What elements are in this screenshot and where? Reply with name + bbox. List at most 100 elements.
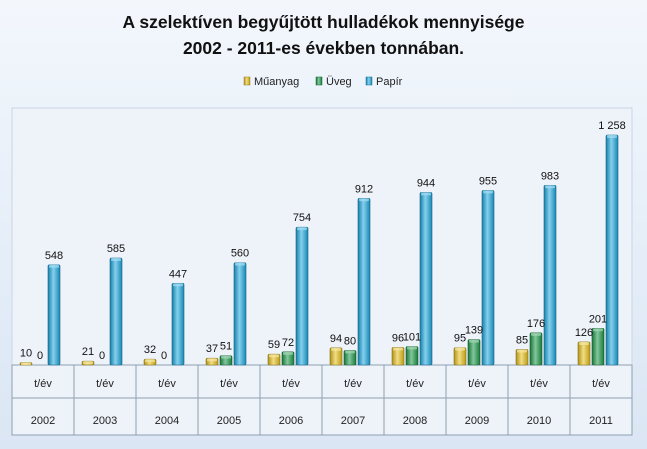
year-label: 2005 — [217, 415, 241, 427]
value-label: 96 — [392, 332, 404, 344]
bar-cap — [407, 346, 417, 350]
bar-cap — [345, 350, 355, 354]
bar-cap — [517, 349, 527, 353]
unit-label: t/év — [282, 378, 300, 390]
bar — [171, 282, 185, 366]
value-label: 944 — [417, 177, 435, 189]
year-label: 2004 — [155, 415, 179, 427]
bar-cap — [269, 354, 279, 358]
bar — [47, 264, 61, 366]
legend-swatch — [365, 76, 373, 86]
bar-cap — [49, 264, 59, 268]
unit-label: t/év — [34, 378, 52, 390]
unit-label: t/év — [406, 378, 424, 390]
value-label: 10 — [20, 348, 32, 360]
chart-title-line-1: A szelektíven begyűjtött hulladékok menn… — [123, 12, 525, 32]
bar-cap — [531, 332, 541, 336]
bar-cap — [483, 190, 493, 194]
unit-label: t/év — [592, 378, 610, 390]
unit-label: t/év — [220, 378, 238, 390]
value-label: 72 — [282, 337, 294, 349]
bar-cap — [607, 135, 617, 138]
value-label: 176 — [527, 318, 545, 330]
unit-label: t/év — [96, 378, 114, 390]
bar — [481, 190, 495, 366]
bar — [543, 184, 557, 366]
bar-cap — [145, 359, 155, 363]
bar — [419, 192, 433, 366]
bar-cap — [221, 355, 231, 359]
unit-label: t/év — [468, 378, 486, 390]
bar-cap — [235, 262, 245, 266]
bar — [357, 197, 371, 366]
value-label: 101 — [403, 332, 421, 344]
bar-cap — [331, 347, 341, 351]
value-label: 754 — [293, 212, 311, 224]
year-label: 2002 — [31, 415, 55, 427]
bar-cap — [111, 258, 121, 262]
value-label: 912 — [355, 183, 373, 195]
value-label: 447 — [169, 268, 187, 280]
year-label: 2008 — [403, 415, 427, 427]
bar — [577, 341, 591, 366]
value-label: 585 — [107, 243, 125, 255]
bar — [467, 339, 481, 366]
bar — [605, 134, 619, 366]
legend-label: Üveg — [326, 76, 352, 88]
bar-cap — [579, 341, 589, 345]
value-label: 51 — [220, 341, 232, 353]
bar-cap — [421, 192, 431, 196]
value-label: 32 — [144, 344, 156, 356]
bar-cap — [283, 351, 293, 355]
value-label: 955 — [479, 175, 497, 187]
legend: Műanyag Üveg Papír — [243, 76, 403, 88]
year-label: 2003 — [93, 415, 117, 427]
value-label: 94 — [330, 333, 342, 345]
value-label: 0 — [99, 350, 105, 362]
bar-cap — [21, 362, 31, 365]
bar-cap — [393, 347, 403, 351]
value-label: 126 — [575, 327, 593, 339]
unit-label: t/év — [344, 378, 362, 390]
bar-cap — [593, 328, 603, 332]
legend-label: Műanyag — [254, 76, 299, 88]
legend-swatch — [315, 76, 323, 86]
value-label: 139 — [465, 325, 483, 337]
bar-cap — [545, 185, 555, 189]
bar-cap — [455, 347, 465, 351]
bar — [295, 226, 309, 366]
bar-cap — [297, 227, 307, 231]
bar-cap — [359, 198, 369, 202]
value-label: 37 — [206, 343, 218, 355]
value-label: 80 — [344, 335, 356, 347]
year-label: 2009 — [465, 415, 489, 427]
year-label: 2010 — [527, 415, 551, 427]
value-label: 0 — [37, 350, 43, 362]
legend-label: Papír — [376, 76, 403, 88]
value-label: 85 — [516, 334, 528, 346]
bar — [529, 332, 543, 366]
bar — [591, 327, 605, 366]
value-label: 0 — [161, 350, 167, 362]
bar-cap — [207, 358, 217, 362]
year-label: 2007 — [341, 415, 365, 427]
value-label: 95 — [454, 333, 466, 345]
value-label: 560 — [231, 248, 249, 260]
value-label: 1 258 — [598, 120, 626, 132]
bar — [109, 257, 123, 366]
value-label: 59 — [268, 339, 280, 351]
unit-label: t/év — [158, 378, 176, 390]
year-label: 2011 — [589, 415, 613, 427]
category-table: t/év 2002 t/év 2003 t/év 2004 t/év 2005 t/év 2006… — [11, 364, 633, 436]
year-label: 2006 — [279, 415, 303, 427]
bar-cap — [83, 361, 93, 365]
value-label: 983 — [541, 170, 559, 182]
value-labels: 10 21 32 37 59 94 96 95 85 126 0 0 0 51 72 80 101 139 176 2… — [20, 120, 626, 362]
value-label: 21 — [82, 346, 94, 358]
unit-label: t/év — [530, 378, 548, 390]
legend-swatch — [243, 76, 251, 86]
bar-cap — [469, 339, 479, 343]
value-label: 548 — [45, 250, 63, 262]
bars — [19, 134, 619, 366]
